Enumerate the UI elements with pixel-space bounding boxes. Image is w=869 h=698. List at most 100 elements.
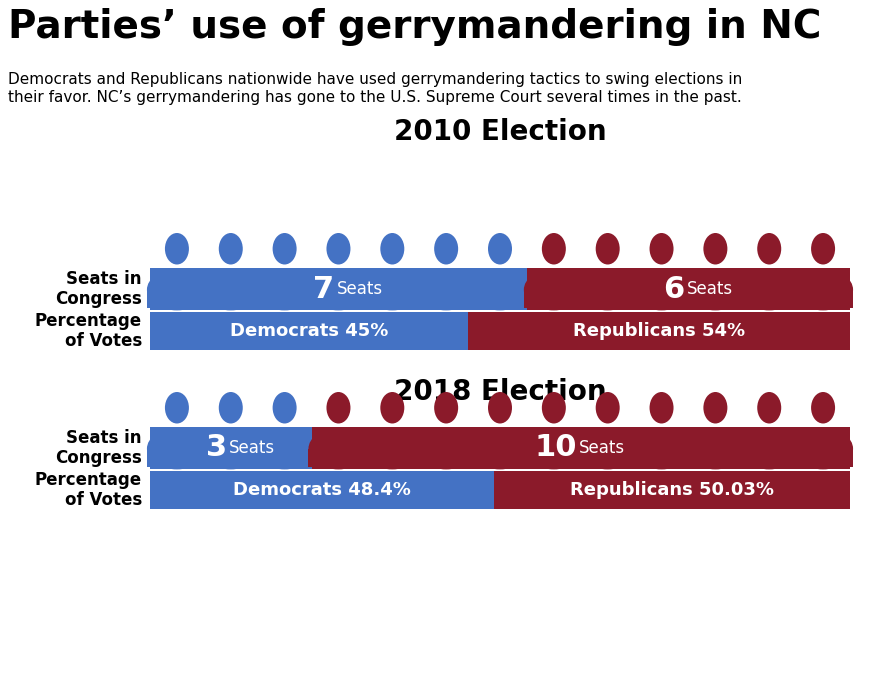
Bar [578,290,638,308]
Ellipse shape [327,233,350,265]
Ellipse shape [632,428,692,469]
Ellipse shape [524,269,584,311]
Text: Democrats 45%: Democrats 45% [230,322,388,340]
Ellipse shape [470,269,530,311]
Bar [527,268,850,310]
Bar [632,290,692,308]
Bar [150,312,468,350]
Text: Percentage
of Votes: Percentage of Votes [35,311,142,350]
Ellipse shape [434,233,458,265]
Bar [312,427,850,469]
Ellipse shape [595,392,620,424]
Text: Seats: Seats [687,280,733,298]
Bar [201,449,261,467]
Ellipse shape [255,269,315,311]
Ellipse shape [201,428,261,469]
Ellipse shape [273,233,296,265]
Ellipse shape [757,392,781,424]
Ellipse shape [793,269,853,311]
Bar [468,312,850,350]
Text: 7: 7 [314,274,335,304]
Bar [686,290,746,308]
Ellipse shape [308,428,368,469]
Ellipse shape [488,233,512,265]
Ellipse shape [686,269,746,311]
Ellipse shape [219,233,242,265]
Ellipse shape [649,233,673,265]
Ellipse shape [362,269,422,311]
Bar [255,449,315,467]
Text: Democrats and Republicans nationwide have used gerrymandering tactics to swing e: Democrats and Republicans nationwide hav… [8,72,742,87]
Text: 2010 Election: 2010 Election [394,118,607,146]
Ellipse shape [147,428,207,469]
Ellipse shape [470,428,530,469]
Bar [416,449,476,467]
Text: Seats: Seats [229,439,275,457]
Text: 10: 10 [534,433,577,463]
Bar [740,449,799,467]
Ellipse shape [524,428,584,469]
Text: Democrats 48.4%: Democrats 48.4% [233,481,411,499]
Text: 3: 3 [206,433,227,463]
Text: their favor. NC’s gerrymandering has gone to the U.S. Supreme Court several time: their favor. NC’s gerrymandering has gon… [8,90,742,105]
Text: Seats: Seats [336,280,382,298]
Ellipse shape [542,392,566,424]
Ellipse shape [757,233,781,265]
Bar [150,427,312,469]
Bar [308,449,368,467]
Bar [578,449,638,467]
Ellipse shape [416,428,476,469]
Bar [686,449,746,467]
Bar [494,471,850,509]
Ellipse shape [595,233,620,265]
Ellipse shape [488,392,512,424]
Ellipse shape [327,392,350,424]
Ellipse shape [201,269,261,311]
Bar [793,290,853,308]
Ellipse shape [632,269,692,311]
Ellipse shape [740,269,799,311]
Ellipse shape [542,233,566,265]
Bar [470,290,530,308]
Ellipse shape [147,269,207,311]
Ellipse shape [381,233,404,265]
Bar [524,449,584,467]
Bar [308,290,368,308]
Ellipse shape [686,428,746,469]
Bar [793,449,853,467]
Ellipse shape [381,392,404,424]
Ellipse shape [811,392,835,424]
Text: Seats in
Congress: Seats in Congress [56,269,142,309]
Bar [147,290,207,308]
Ellipse shape [255,428,315,469]
Ellipse shape [703,392,727,424]
Text: Parties’ use of gerrymandering in NC: Parties’ use of gerrymandering in NC [8,8,821,46]
Bar [147,449,207,467]
Bar [150,268,527,310]
Bar [362,290,422,308]
Ellipse shape [740,428,799,469]
Ellipse shape [362,428,422,469]
Bar [201,290,261,308]
Ellipse shape [811,233,835,265]
Bar [632,449,692,467]
Bar [524,290,584,308]
Bar [470,449,530,467]
Bar [362,449,422,467]
Bar [255,290,315,308]
Ellipse shape [578,428,638,469]
Text: Republicans 50.03%: Republicans 50.03% [570,481,774,499]
Text: Percentage
of Votes: Percentage of Votes [35,470,142,510]
Ellipse shape [703,233,727,265]
Ellipse shape [578,269,638,311]
Text: Seats: Seats [579,439,625,457]
Text: Republicans 54%: Republicans 54% [573,322,745,340]
Bar [740,290,799,308]
Text: Seats in
Congress: Seats in Congress [56,429,142,468]
Ellipse shape [434,392,458,424]
Ellipse shape [273,392,296,424]
Ellipse shape [165,233,189,265]
Bar [416,290,476,308]
Ellipse shape [793,428,853,469]
Ellipse shape [416,269,476,311]
